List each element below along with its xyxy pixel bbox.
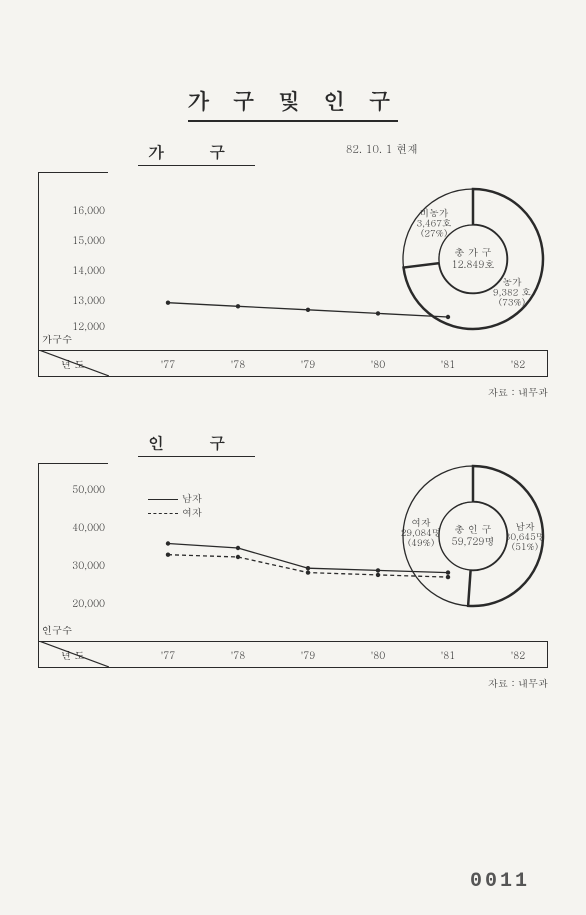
- page-title: 가 구 및 인 구: [0, 85, 586, 120]
- x-tick: '78: [231, 648, 245, 662]
- y-tick: 50,000: [72, 482, 105, 496]
- y-tick: 16,000: [72, 203, 105, 217]
- right-edge: [547, 351, 548, 377]
- source-label: 자료 : 내무과: [0, 676, 548, 690]
- y-axis-box: 20,000 30,000 40,000 50,000 인구수 년 도: [38, 463, 108, 668]
- asof-label: 82. 10. 1 현재: [346, 142, 418, 157]
- y-axis-box: 12,000 13,000 14,000 15,000 16,000 가구수 년…: [38, 172, 108, 377]
- x-tick: '77: [161, 648, 175, 662]
- svg-text:여자29,084명(49%): 여자29,084명(49%): [401, 515, 442, 549]
- household-chart: 12,000 13,000 14,000 15,000 16,000 가구수 년…: [38, 172, 548, 377]
- x-tick: '82: [511, 357, 525, 371]
- source-label: 자료 : 내무과: [0, 385, 548, 399]
- population-chart: 남자 여자 20,000 30,000 40,000 50,000 인구수 년 …: [38, 463, 548, 668]
- title-rule: [188, 120, 398, 122]
- y-tick: 40,000: [72, 520, 105, 534]
- svg-text:남자30,645명(51%): 남자30,645명(51%): [505, 519, 546, 553]
- x-tick: '79: [301, 357, 315, 371]
- x-tick: '81: [441, 648, 455, 662]
- x-axis-bottom: [38, 667, 548, 668]
- x-tick: '78: [231, 357, 245, 371]
- y-tick: 30,000: [72, 558, 105, 572]
- svg-text:총 가 구12.849호: 총 가 구12.849호: [452, 245, 495, 271]
- household-title: 가 구: [138, 140, 255, 166]
- population-donut: 남자30,645명(51%) 여자29,084명(49%) 총 인 구59,729명: [388, 451, 558, 621]
- svg-text:총 인 구59,729명: 총 인 구59,729명: [452, 522, 495, 548]
- x-tick: '79: [301, 648, 315, 662]
- y-tick: 20,000: [72, 596, 105, 610]
- household-donut: 농가9,382 호(73%)비농가3,467호(27%)총 가 구12.849호: [388, 174, 558, 344]
- household-panel: 가 구 82. 10. 1 현재 12,000 13,000 14,000 15…: [38, 140, 548, 377]
- corner-diagonal: [39, 641, 109, 667]
- x-tick: '82: [511, 648, 525, 662]
- x-tick: '80: [371, 648, 385, 662]
- right-edge: [547, 642, 548, 668]
- y-axis-label: 가구수: [42, 332, 72, 346]
- population-panel: 인 구 남자 여자 20,000 30,000 40,000 50,000 인구…: [38, 431, 548, 668]
- y-tick: 15,000: [72, 233, 105, 247]
- x-tick: '81: [441, 357, 455, 371]
- x-tick: '80: [371, 357, 385, 371]
- y-axis-label: 인구수: [42, 623, 72, 637]
- y-tick: 13,000: [72, 293, 105, 307]
- x-axis-bottom: [38, 376, 548, 377]
- page-stamp: 0011: [470, 870, 530, 893]
- x-tick: '77: [161, 357, 175, 371]
- corner-diagonal: [39, 350, 109, 376]
- y-tick: 12,000: [72, 319, 105, 333]
- population-title: 인 구: [138, 431, 255, 457]
- svg-text:비농가3,467호(27%): 비농가3,467호(27%): [417, 206, 452, 240]
- y-tick: 14,000: [72, 263, 105, 277]
